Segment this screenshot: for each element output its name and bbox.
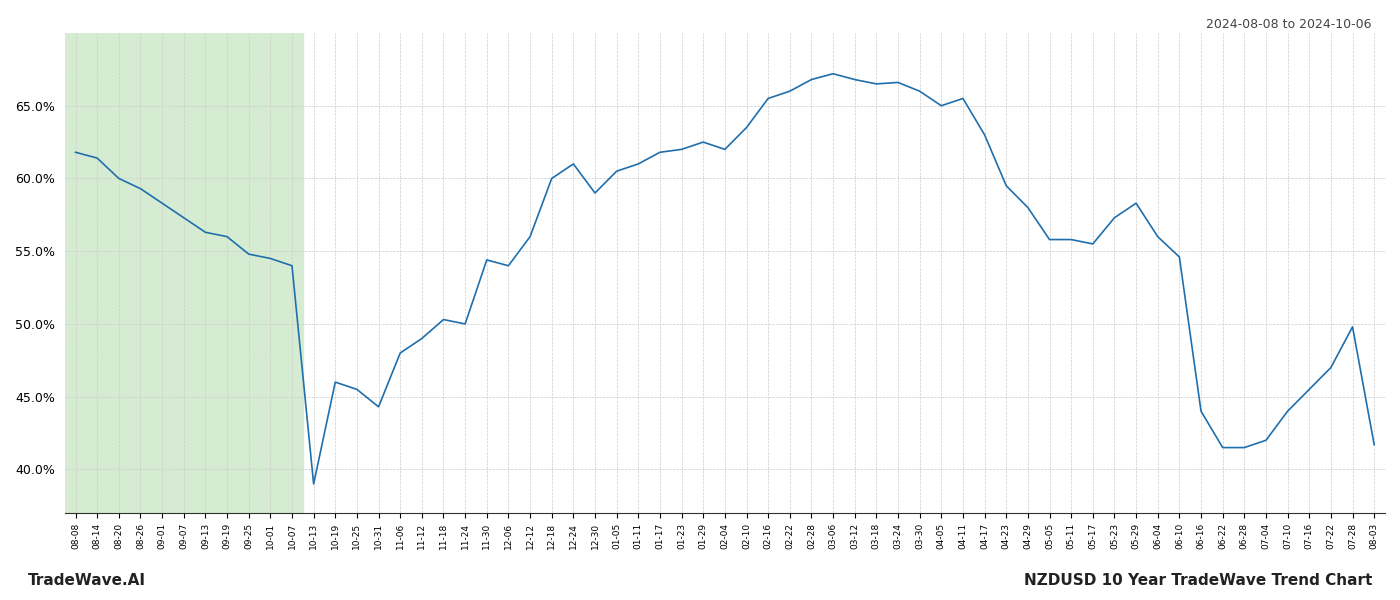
- Bar: [64, 33, 302, 513]
- Text: NZDUSD 10 Year TradeWave Trend Chart: NZDUSD 10 Year TradeWave Trend Chart: [1023, 573, 1372, 588]
- Text: TradeWave.AI: TradeWave.AI: [28, 573, 146, 588]
- Text: 2024-08-08 to 2024-10-06: 2024-08-08 to 2024-10-06: [1207, 18, 1372, 31]
